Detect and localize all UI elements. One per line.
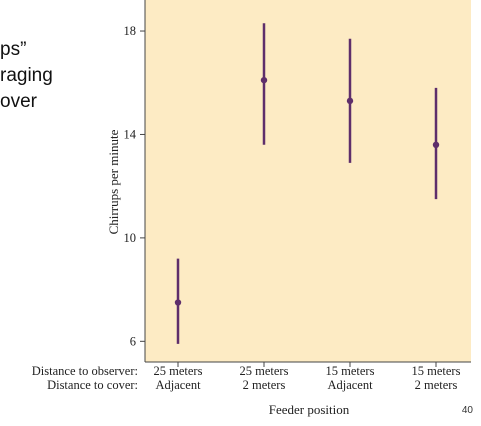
category-cover-label: 2 meters xyxy=(243,378,286,392)
x-axis-label: Feeder position xyxy=(269,402,350,417)
y-tick-label: 6 xyxy=(130,334,136,348)
y-tick-label: 10 xyxy=(124,231,137,245)
category-observer-label: 25 meters xyxy=(240,364,289,378)
y-axis-label: Chirrups per minute xyxy=(106,129,121,234)
mean-point xyxy=(346,97,354,105)
slide-text-line-1: ps” xyxy=(0,39,27,60)
category-cover-label: 2 meters xyxy=(415,378,458,392)
y-tick-label: 14 xyxy=(124,127,137,141)
y-tick-label: 18 xyxy=(124,24,137,38)
slide-text-line-2: raging xyxy=(0,65,53,86)
row-label-cover: Distance to cover: xyxy=(47,378,138,392)
mean-point xyxy=(260,76,268,84)
page-number: 40 xyxy=(461,405,473,416)
mean-point xyxy=(174,299,182,306)
category-cover-label: Adjacent xyxy=(327,378,373,392)
plot-background xyxy=(145,0,471,362)
slide-text-line-3: over xyxy=(0,91,37,112)
category-observer-label: 25 meters xyxy=(154,364,203,378)
mean-point xyxy=(432,141,440,148)
category-cover-label: Adjacent xyxy=(155,378,201,392)
row-label-observer: Distance to observer: xyxy=(32,364,138,378)
category-observer-label: 15 meters xyxy=(412,364,461,378)
category-observer-label: 15 meters xyxy=(326,364,375,378)
